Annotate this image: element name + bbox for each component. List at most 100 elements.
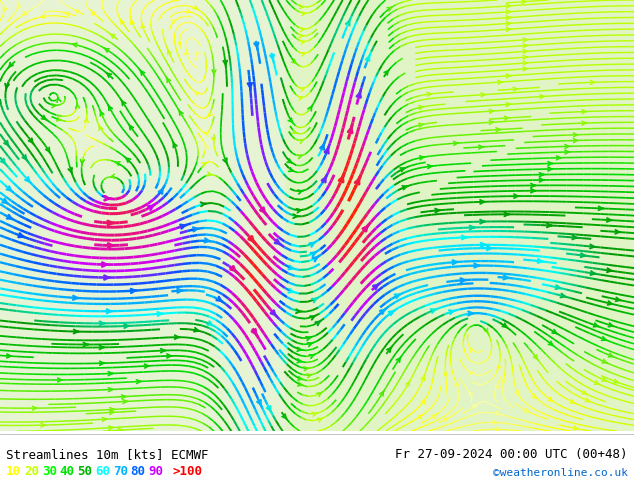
FancyArrowPatch shape: [184, 49, 188, 55]
FancyArrowPatch shape: [590, 80, 595, 84]
FancyArrowPatch shape: [495, 384, 499, 389]
FancyArrowPatch shape: [99, 125, 103, 130]
FancyArrowPatch shape: [498, 80, 502, 84]
FancyArrowPatch shape: [573, 426, 578, 430]
FancyArrowPatch shape: [223, 158, 228, 164]
Text: ©weatheronline.co.uk: ©weatheronline.co.uk: [493, 468, 628, 478]
FancyArrowPatch shape: [110, 408, 115, 412]
FancyArrowPatch shape: [104, 48, 109, 52]
FancyArrowPatch shape: [462, 236, 467, 240]
FancyArrowPatch shape: [275, 240, 281, 245]
FancyArrowPatch shape: [288, 289, 294, 293]
FancyArrowPatch shape: [102, 263, 108, 267]
FancyArrowPatch shape: [161, 349, 165, 353]
FancyArrowPatch shape: [348, 125, 352, 133]
FancyArrowPatch shape: [167, 354, 172, 358]
FancyArrowPatch shape: [403, 186, 408, 190]
FancyArrowPatch shape: [5, 84, 9, 90]
FancyArrowPatch shape: [179, 110, 183, 115]
FancyArrowPatch shape: [297, 359, 302, 363]
FancyArrowPatch shape: [212, 70, 216, 75]
FancyArrowPatch shape: [389, 310, 394, 315]
FancyArrowPatch shape: [585, 398, 590, 402]
FancyArrowPatch shape: [607, 269, 612, 272]
FancyArrowPatch shape: [193, 5, 198, 10]
FancyArrowPatch shape: [301, 40, 305, 44]
FancyArrowPatch shape: [106, 73, 112, 77]
FancyArrowPatch shape: [489, 121, 494, 124]
FancyArrowPatch shape: [472, 404, 477, 409]
FancyArrowPatch shape: [506, 22, 510, 25]
FancyArrowPatch shape: [202, 163, 206, 166]
FancyArrowPatch shape: [557, 156, 561, 160]
FancyArrowPatch shape: [387, 346, 392, 352]
FancyArrowPatch shape: [207, 321, 213, 326]
Text: 90: 90: [148, 465, 164, 478]
FancyArrowPatch shape: [175, 335, 179, 339]
FancyArrowPatch shape: [317, 392, 322, 396]
FancyArrowPatch shape: [32, 406, 37, 410]
FancyArrowPatch shape: [108, 426, 113, 430]
FancyArrowPatch shape: [406, 381, 410, 386]
FancyArrowPatch shape: [81, 160, 84, 165]
FancyArrowPatch shape: [420, 156, 425, 160]
FancyArrowPatch shape: [141, 23, 145, 28]
FancyArrowPatch shape: [312, 413, 318, 416]
FancyArrowPatch shape: [270, 55, 274, 61]
FancyArrowPatch shape: [523, 61, 527, 65]
FancyArrowPatch shape: [297, 382, 302, 386]
FancyArrowPatch shape: [108, 372, 113, 375]
FancyArrowPatch shape: [56, 117, 61, 121]
FancyArrowPatch shape: [506, 16, 510, 20]
FancyArrowPatch shape: [3, 7, 7, 11]
FancyArrowPatch shape: [366, 54, 370, 61]
FancyArrowPatch shape: [590, 245, 595, 248]
FancyArrowPatch shape: [523, 55, 527, 59]
FancyArrowPatch shape: [506, 27, 510, 31]
FancyArrowPatch shape: [495, 427, 500, 431]
FancyArrowPatch shape: [593, 323, 598, 327]
FancyArrowPatch shape: [22, 155, 27, 161]
FancyArrowPatch shape: [120, 19, 124, 24]
FancyArrowPatch shape: [312, 298, 318, 302]
FancyArrowPatch shape: [594, 381, 599, 384]
FancyArrowPatch shape: [166, 77, 171, 82]
FancyArrowPatch shape: [282, 414, 287, 419]
FancyArrowPatch shape: [271, 311, 276, 317]
FancyArrowPatch shape: [131, 289, 136, 293]
FancyArrowPatch shape: [396, 357, 401, 362]
FancyArrowPatch shape: [297, 190, 304, 194]
FancyArrowPatch shape: [115, 162, 120, 166]
FancyArrowPatch shape: [565, 145, 569, 148]
FancyArrowPatch shape: [167, 49, 171, 54]
FancyArrowPatch shape: [301, 52, 305, 56]
Text: Streamlines 10m [kts] ECMWF: Streamlines 10m [kts] ECMWF: [6, 448, 209, 461]
FancyArrowPatch shape: [455, 381, 459, 387]
Text: 20: 20: [24, 465, 39, 478]
FancyArrowPatch shape: [57, 98, 61, 102]
FancyArrowPatch shape: [298, 97, 302, 100]
FancyArrowPatch shape: [602, 359, 607, 363]
FancyArrowPatch shape: [481, 243, 486, 247]
FancyArrowPatch shape: [139, 70, 145, 75]
FancyArrowPatch shape: [380, 391, 384, 396]
FancyArrowPatch shape: [288, 266, 294, 270]
FancyArrowPatch shape: [111, 174, 115, 178]
FancyArrowPatch shape: [145, 364, 149, 368]
FancyArrowPatch shape: [257, 400, 262, 407]
FancyArrowPatch shape: [523, 49, 527, 53]
FancyArrowPatch shape: [107, 309, 112, 313]
FancyArrowPatch shape: [548, 167, 553, 171]
Text: 10: 10: [6, 465, 22, 478]
FancyArrowPatch shape: [254, 43, 258, 49]
FancyArrowPatch shape: [484, 328, 488, 334]
FancyArrowPatch shape: [148, 205, 155, 210]
FancyArrowPatch shape: [84, 117, 88, 122]
FancyArrowPatch shape: [46, 147, 50, 153]
FancyArrowPatch shape: [481, 93, 486, 97]
FancyArrowPatch shape: [480, 200, 485, 204]
FancyArrowPatch shape: [84, 343, 88, 346]
FancyArrowPatch shape: [73, 296, 79, 300]
FancyArrowPatch shape: [418, 123, 424, 127]
FancyArrowPatch shape: [3, 199, 8, 204]
